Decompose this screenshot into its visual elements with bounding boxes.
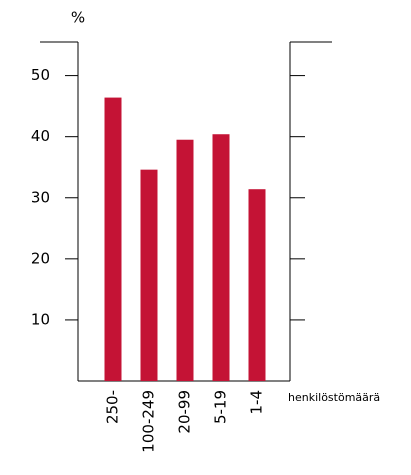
x-tick-label: 100-249 [140, 390, 158, 453]
x-tick-label: 5-19 [212, 390, 230, 424]
bar [140, 169, 158, 381]
y-tick-label: 40 [31, 127, 50, 145]
bar [248, 189, 266, 381]
y-tick-label: 50 [31, 66, 50, 84]
y-axis-label: % [71, 9, 85, 27]
y-tick-label: 20 [31, 249, 50, 267]
bar [176, 139, 194, 381]
y-tick-label: 10 [31, 310, 50, 328]
x-tick-label: 20-99 [176, 390, 194, 434]
x-tick-label: 250- [104, 390, 122, 424]
bar [212, 134, 230, 381]
y-tick-label: 30 [31, 188, 50, 206]
bar [104, 97, 122, 381]
x-tick-label: 1-4 [248, 390, 266, 415]
x-axis-label: henkilöstömäärä [288, 391, 380, 404]
